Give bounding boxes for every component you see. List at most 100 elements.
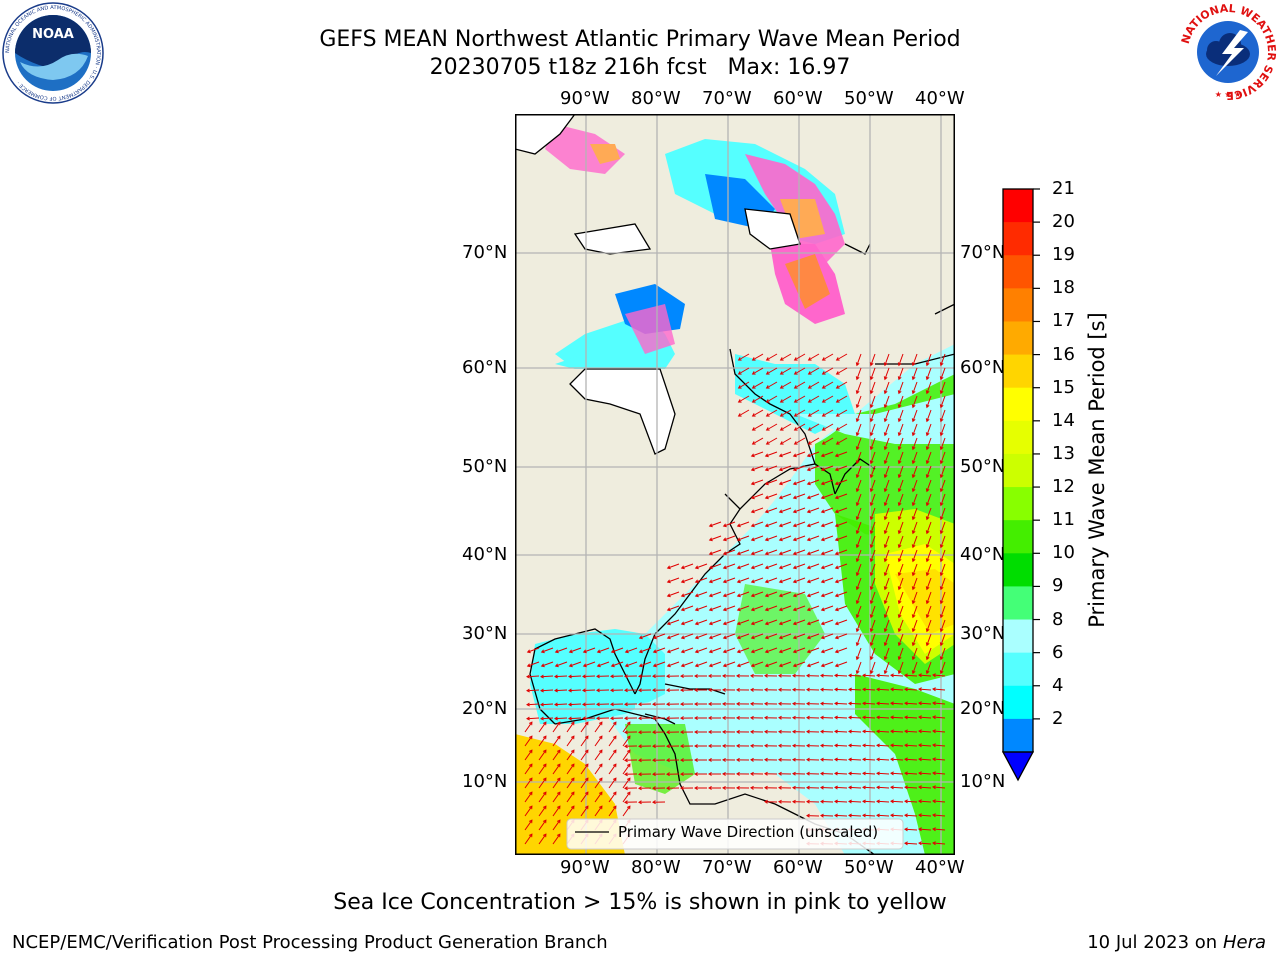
wave-arrow-head bbox=[624, 730, 628, 735]
wave-arrow bbox=[870, 367, 876, 380]
wave-arrow bbox=[608, 805, 617, 817]
wave-arrow bbox=[856, 633, 862, 646]
wave-arrow-head bbox=[792, 701, 796, 706]
wave-arrow bbox=[856, 479, 862, 492]
wave-arrow bbox=[723, 605, 736, 611]
wave-arrow bbox=[836, 423, 848, 431]
wave-arrow bbox=[751, 605, 764, 611]
wave-arrow bbox=[597, 647, 610, 653]
wave-arrow bbox=[779, 647, 792, 653]
wave-arrow-head bbox=[939, 488, 944, 493]
wave-arrow-head bbox=[666, 621, 671, 626]
wave-arrow-head bbox=[736, 565, 741, 570]
wave-arrow bbox=[653, 647, 666, 653]
wave-arrow-head bbox=[751, 371, 756, 375]
lat-label-right-10n: 10°N bbox=[960, 771, 1006, 792]
wave-arrow bbox=[554, 717, 568, 720]
wave-arrow-head bbox=[939, 502, 944, 507]
wave-arrow-head bbox=[652, 716, 656, 721]
wave-arrow bbox=[856, 451, 862, 464]
wave-arrow-head bbox=[862, 729, 866, 734]
wave-arrow bbox=[862, 730, 876, 733]
wave-arrow bbox=[821, 549, 834, 555]
wave-arrow bbox=[932, 702, 946, 705]
wave-arrow-head bbox=[638, 663, 643, 668]
wave-arrow-head bbox=[584, 791, 589, 796]
lon-label-bottom-80w: 80°W bbox=[631, 857, 681, 878]
wave-arrow-head bbox=[638, 688, 642, 693]
wave-arrow bbox=[780, 395, 792, 403]
wave-arrow-head bbox=[764, 757, 768, 762]
wave-arrow-head bbox=[624, 758, 628, 763]
wave-arrow-head bbox=[778, 495, 783, 500]
wave-arrow-head bbox=[806, 551, 811, 556]
wave-arrow-head bbox=[939, 460, 944, 465]
wave-arrow-head bbox=[792, 785, 796, 790]
wave-arrow-head bbox=[722, 607, 727, 612]
wave-arrow bbox=[737, 619, 750, 625]
wave-arrow bbox=[709, 535, 722, 541]
wave-arrow-head bbox=[932, 841, 936, 846]
wave-arrow-head bbox=[568, 649, 573, 654]
wave-arrow bbox=[622, 749, 631, 761]
wave-arrow bbox=[723, 647, 736, 653]
wave-arrow bbox=[738, 353, 750, 361]
wave-arrow bbox=[898, 493, 904, 506]
wave-arrow-head bbox=[570, 721, 575, 726]
wave-arrow-head bbox=[807, 371, 812, 375]
wave-arrow-head bbox=[708, 621, 713, 626]
wave-arrow bbox=[751, 493, 764, 499]
wave-arrow-head bbox=[890, 785, 894, 790]
wave-arrow bbox=[524, 791, 533, 803]
wave-arrow-head bbox=[694, 649, 699, 654]
wave-arrow-head bbox=[939, 362, 944, 367]
wave-arrow-head bbox=[821, 371, 826, 375]
colorbar-tick-label: 6 bbox=[1052, 641, 1064, 663]
wave-arrow bbox=[752, 353, 764, 361]
wave-arrow bbox=[723, 563, 736, 569]
wave-arrow bbox=[751, 507, 764, 513]
colorbar-tick-label: 11 bbox=[1052, 509, 1075, 531]
wave-arrow-head bbox=[680, 579, 685, 584]
colorbar-swatch bbox=[1003, 387, 1033, 422]
wave-arrow bbox=[765, 521, 778, 527]
wave-arrow bbox=[552, 791, 561, 803]
wave-arrow bbox=[912, 367, 918, 380]
wave-arrow bbox=[834, 814, 848, 817]
wave-arrow-head bbox=[764, 743, 768, 748]
wave-arrow-head bbox=[708, 701, 712, 706]
wave-arrow bbox=[807, 619, 820, 625]
wave-arrow-head bbox=[764, 799, 768, 804]
wave-arrow-head bbox=[855, 670, 860, 675]
wave-arrow bbox=[751, 633, 764, 639]
wave-arrow-head bbox=[925, 390, 930, 395]
wave-arrow-head bbox=[904, 785, 908, 790]
wave-arrow bbox=[625, 661, 638, 667]
wave-arrow bbox=[884, 535, 890, 548]
colorbar-tick-label: 20 bbox=[1052, 211, 1075, 233]
wave-arrow bbox=[538, 763, 547, 775]
wave-arrow bbox=[862, 800, 876, 803]
wave-arrow bbox=[848, 744, 862, 747]
wave-arrow-head bbox=[680, 565, 685, 570]
wave-arrow bbox=[884, 521, 890, 534]
wave-arrow bbox=[794, 409, 806, 417]
wave-arrow-head bbox=[911, 418, 916, 423]
wave-arrow-head bbox=[778, 701, 782, 706]
wave-arrow-head bbox=[638, 635, 643, 640]
wave-arrow bbox=[552, 749, 561, 761]
wave-arrow bbox=[940, 479, 946, 492]
wave-arrow bbox=[932, 842, 946, 845]
wave-arrow bbox=[751, 479, 764, 485]
wave-arrow bbox=[940, 437, 946, 450]
wave-arrow-head bbox=[736, 743, 740, 748]
wave-arrow bbox=[794, 437, 806, 445]
wave-arrow-head bbox=[610, 702, 614, 707]
wave-arrow-head bbox=[897, 544, 902, 549]
wave-arrow-head bbox=[820, 673, 824, 678]
wave-arrow-head bbox=[694, 716, 698, 721]
wave-arrow-head bbox=[694, 702, 698, 707]
wave-arrow-head bbox=[869, 572, 874, 577]
wave-arrow bbox=[681, 577, 694, 583]
wave-arrow-head bbox=[722, 771, 726, 776]
